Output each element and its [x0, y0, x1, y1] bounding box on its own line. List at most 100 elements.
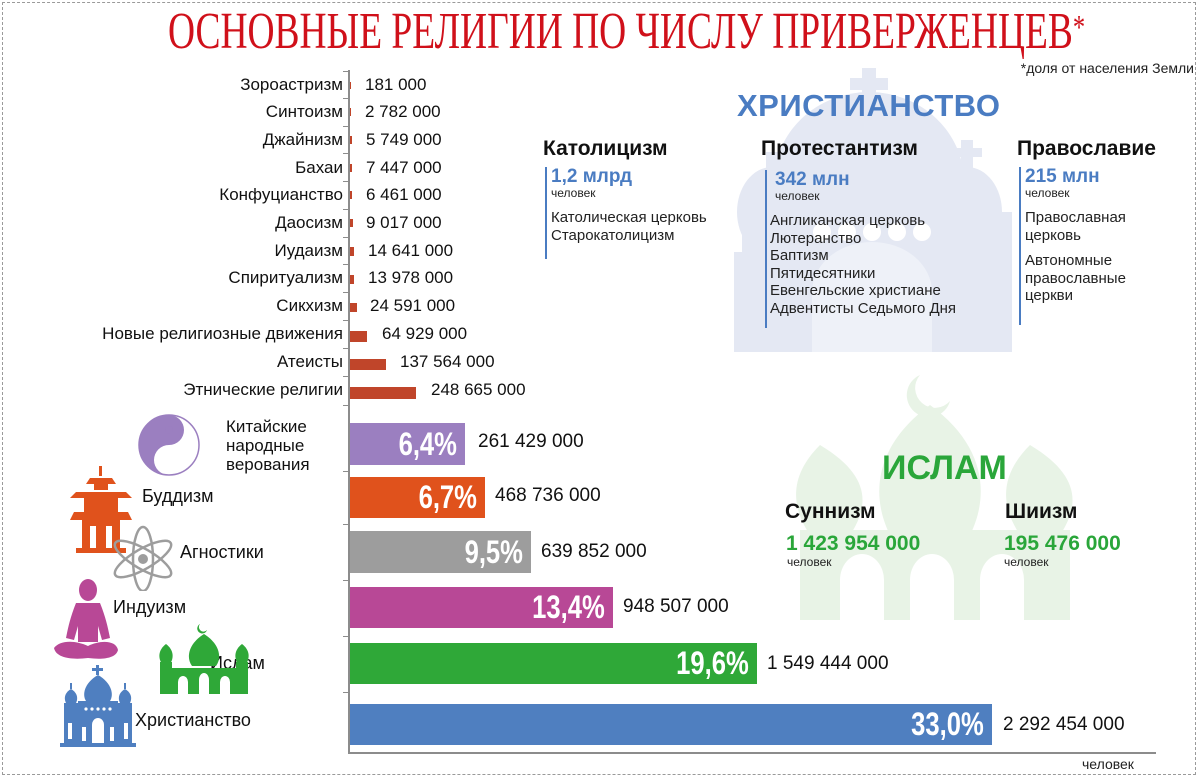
row-label: Новые религиозные движения [102, 324, 343, 343]
row-label: Сикхизм [276, 296, 343, 315]
branch-unit: человек [551, 186, 596, 200]
bar-agnostics: 9,5% [350, 531, 531, 573]
branch-item: церкви [1025, 287, 1074, 304]
row-value: 64 929 000 [382, 324, 468, 343]
row-value: 7 447 000 [366, 158, 442, 177]
row-value: 9 017 000 [366, 213, 442, 232]
mosque-silhouette-icon [796, 375, 1073, 625]
christianity-title: ХРИСТИАНСТВО [737, 88, 1001, 123]
row-label: Даосизм [275, 213, 343, 232]
bar [350, 164, 352, 172]
row-label-christianity: Христианство [135, 710, 251, 730]
row-value: 6 461 000 [366, 185, 442, 204]
row-label: Иудаизм [274, 241, 343, 260]
axis-tick [343, 264, 349, 265]
branch-shia-unit: человек [1004, 555, 1049, 569]
row-value: 181 000 [365, 75, 427, 94]
bar [350, 275, 354, 284]
axis-tick [343, 98, 349, 99]
meditation-icon [54, 579, 118, 659]
atom-icon [113, 525, 173, 591]
branch-catholicism: 1,2 млрд человек Католическая церковь Ст… [545, 167, 707, 259]
bar [350, 191, 352, 199]
axis-tick [343, 209, 349, 210]
branch-item: Православная [1025, 209, 1126, 226]
row-value: 14 641 000 [368, 241, 454, 260]
branch-item: Адвентисты Седьмого Дня [770, 299, 957, 317]
axis-tick [343, 292, 349, 293]
percent-label: 13,4% [532, 589, 605, 625]
branch-unit: человек [775, 189, 820, 203]
axis-tick [343, 237, 349, 238]
bar [350, 82, 351, 89]
row-value: 13 978 000 [368, 268, 454, 287]
branch-count: 215 млн [1025, 166, 1100, 187]
row-label-hinduism: Индуизм [113, 597, 187, 617]
row-label: Джайнизм [262, 130, 343, 149]
bar [350, 359, 386, 370]
branch-orthodoxy: 215 млн человек Православная церковь Авт… [1019, 167, 1126, 325]
branch-item: Старокатолицизм [551, 226, 675, 244]
row-label-buddhism: Буддизм [142, 486, 214, 506]
page-title: ОСНОВНЫЕ РЕЛИГИИ ПО ЧИСЛУ ПРИВЕРЖЕНЦЕВ* [167, 3, 1086, 60]
cathedral-silhouette-icon [734, 68, 1012, 352]
row-value: 948 507 000 [623, 596, 729, 617]
row-value: 468 736 000 [495, 485, 601, 506]
yin-yang-icon [138, 414, 200, 476]
axis-tick [343, 405, 349, 406]
bar [350, 303, 357, 312]
branch-item: Католическая церковь [551, 209, 707, 226]
row-value: 261 429 000 [478, 431, 584, 452]
branch-item: Англиканская церковь [770, 212, 926, 229]
branch-shia-count: 195 476 000 [1004, 532, 1121, 555]
axis-tick [343, 153, 349, 154]
bar-chinese-folk: 6,4% [350, 423, 465, 465]
row-label: Атеисты [276, 352, 343, 371]
axis-tick [343, 580, 349, 581]
bar-buddhism: 6,7% [350, 477, 485, 518]
axis-tick [343, 376, 349, 377]
y-axis [348, 70, 350, 753]
bar-islam: 19,6% [350, 643, 757, 684]
branch-sunni-unit: человек [787, 555, 832, 569]
bar [350, 331, 367, 342]
branch-item: Евенгельские христиане [770, 282, 941, 299]
bar [350, 387, 416, 399]
islam-title: ИСЛАМ [882, 449, 1007, 487]
x-axis-unit-label: человек [1082, 756, 1134, 772]
axis-tick [343, 524, 349, 525]
row-value: 137 564 000 [400, 352, 495, 371]
branch-item: православные [1025, 269, 1126, 287]
branch-count: 342 млн [775, 169, 850, 190]
axis-tick [343, 348, 349, 349]
percent-label: 6,7% [418, 479, 477, 515]
branch-protestantism: 342 млн человек Англиканская церковь Лют… [765, 170, 956, 328]
row-value: 639 852 000 [541, 541, 647, 562]
bar [350, 108, 351, 116]
row-value: 1 549 444 000 [767, 653, 889, 674]
branch-catholicism-heading: Католицизм [543, 137, 668, 160]
mosque-icon [159, 624, 249, 694]
branch-item: Пятидесятники [770, 264, 876, 282]
bar-christianity: 33,0% [350, 704, 992, 745]
row-value: 2 292 454 000 [1003, 714, 1125, 735]
branch-item: Автономные [1025, 252, 1113, 269]
row-label-agnostics: Агностики [180, 542, 264, 562]
row-value: 24 591 000 [370, 296, 456, 315]
row-value: 248 665 000 [431, 380, 526, 399]
branch-unit: человек [1025, 186, 1070, 200]
bar [350, 219, 353, 227]
row-label: Конфуцианство [219, 185, 343, 204]
branch-item: Лютеранство [770, 229, 862, 247]
percent-label: 33,0% [911, 706, 984, 742]
row-label: Бахаи [295, 158, 343, 177]
branch-item: церковь [1025, 226, 1081, 244]
axis-tick [343, 692, 349, 693]
axis-tick [343, 126, 349, 127]
row-value: 5 749 000 [366, 130, 442, 149]
x-axis [348, 752, 1156, 754]
axis-tick [343, 320, 349, 321]
row-label: Спиритуализм [228, 268, 343, 287]
axis-tick [343, 636, 349, 637]
